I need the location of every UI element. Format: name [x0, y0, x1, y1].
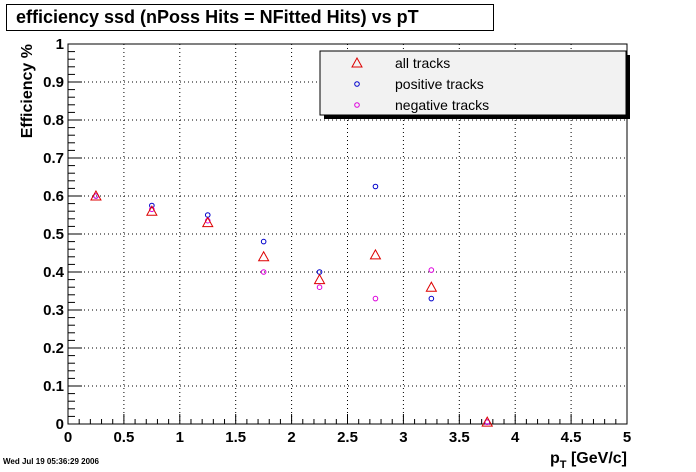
x-tick-label: 4 [511, 429, 520, 446]
y-tick-label: 0.7 [43, 150, 64, 167]
legend-label: all tracks [395, 55, 450, 71]
legend-box [319, 50, 627, 116]
y-tick-label: 0.2 [43, 340, 64, 357]
data-point-triangle [369, 248, 382, 260]
x-tick-label: 3.5 [449, 429, 470, 446]
y-tick-label: 0.8 [43, 112, 64, 129]
data-point-circle [149, 202, 155, 209]
axis-ticks [67, 43, 628, 425]
x-tick-label: 2 [287, 429, 295, 446]
x-tick-label: 2.5 [337, 429, 358, 446]
data-point-circle [316, 284, 323, 291]
series-all-tracks [90, 189, 494, 427]
legend-label: positive tracks [395, 76, 484, 92]
y-tick-label: 0.1 [43, 378, 64, 395]
y-tick-label: 0.4 [43, 264, 65, 281]
y-tick-label: 0.3 [43, 302, 64, 319]
legend: all tracks positive tracks negative tracks [319, 50, 630, 119]
x-tick-label: 1 [176, 429, 184, 446]
data-point-triangle [201, 216, 214, 228]
grid-lines [68, 44, 627, 424]
legend-marker [354, 102, 360, 108]
y-tick-label: 0.5 [43, 226, 64, 243]
data-point-circle [260, 269, 267, 275]
legend-marker [354, 81, 360, 87]
data-point-triangle [313, 273, 326, 285]
y-tick-label: 0 [56, 416, 64, 433]
x-tick-label: 5 [623, 429, 631, 446]
x-axis-label: pT [GeV/c] [550, 450, 627, 471]
x-tick-label: 0.5 [113, 429, 134, 446]
data-point-triangle [257, 250, 270, 262]
timestamp: Wed Jul 19 05:36:29 2006 [3, 457, 99, 466]
legend-label: negative tracks [395, 97, 489, 113]
x-tick-label: 3 [399, 429, 407, 446]
data-point-triangle [481, 416, 494, 427]
legend-marker [351, 56, 363, 68]
data-point-triangle [90, 189, 102, 201]
data-point-circle [428, 267, 435, 273]
data-point-triangle [146, 205, 158, 216]
x-tick-label: 0 [64, 429, 72, 446]
y-tick-label: 0.6 [43, 188, 64, 205]
x-tick-label: 4.5 [561, 429, 582, 446]
y-axis-label: Efficiency % [19, 44, 36, 138]
data-point-circle [428, 295, 435, 302]
data-point-circle [260, 238, 267, 245]
y-tick-label: 0.9 [43, 74, 64, 91]
data-point-circle [372, 183, 379, 190]
chart-title: efficiency ssd (nPoss Hits = NFitted Hit… [6, 4, 494, 31]
y-tick-label: 1 [56, 36, 64, 53]
data-point-circle [372, 295, 379, 302]
x-tick-label: 1.5 [225, 429, 246, 446]
data-point-triangle [425, 281, 438, 292]
